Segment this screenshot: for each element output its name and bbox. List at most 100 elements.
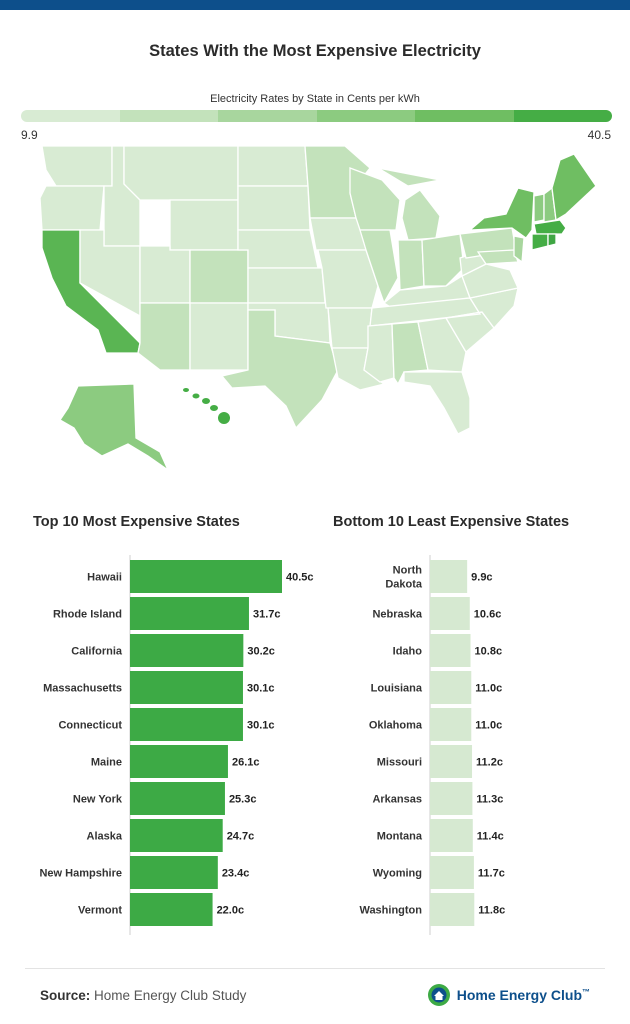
bottom10-bar <box>430 634 471 667</box>
bottom10-category-label: Washington <box>359 905 422 917</box>
state-connecticut <box>531 233 549 251</box>
bottom10-bar <box>430 856 474 889</box>
top10-bar <box>130 597 249 630</box>
top10-bar <box>130 708 243 741</box>
bottom10-category-label: Montana <box>377 831 423 843</box>
state-texas <box>220 309 339 430</box>
state-north-dakota <box>237 145 309 187</box>
state-vermont <box>533 193 545 223</box>
top10-bar-chart: Hawaii 40.5c Rhode Island 31.7c California 30… <box>39 555 314 935</box>
top10-category-label: Rhode Island <box>53 609 122 621</box>
legend-swatch <box>415 110 514 122</box>
state-florida <box>403 371 471 435</box>
source-note: Source: Home Energy Club Study <box>40 988 246 1003</box>
bottom10-value-label: 11.8c <box>478 905 505 917</box>
bottom10-category-label: Idaho <box>393 646 423 658</box>
source-text: Home Energy Club Study <box>90 988 247 1003</box>
top10-bar <box>130 560 282 593</box>
bottom10-chart-title: Bottom 10 Least Expensive States <box>333 514 570 530</box>
bottom10-bar <box>430 819 473 852</box>
state-hawaii <box>183 388 230 424</box>
top10-category-label: Connecticut <box>58 720 122 732</box>
bottom10-value-label: 10.6c <box>474 609 502 621</box>
state-new-jersey <box>513 235 525 264</box>
top10-value-label: 31.7c <box>253 609 281 621</box>
top10-value-label: 24.7c <box>227 831 255 843</box>
state-ohio <box>421 233 465 287</box>
legend-swatch <box>119 110 218 122</box>
bottom10-value-label: 11.3c <box>476 794 503 806</box>
bottom10-category-label: Nebraska <box>372 609 422 621</box>
bottom10-category-label: Louisiana <box>371 683 423 695</box>
state-indiana <box>397 239 425 291</box>
state-maryland <box>476 249 519 265</box>
top10-value-label: 26.1c <box>232 757 260 769</box>
legend-swatch <box>513 110 612 122</box>
state-north-carolina <box>445 287 519 330</box>
top10-category-label: Alaska <box>87 831 123 843</box>
continental-us <box>39 145 597 435</box>
state-rhode-island <box>547 233 557 247</box>
top10-bar <box>130 893 213 926</box>
state-wyoming <box>169 199 239 251</box>
bottom10-category-label: Oklahoma <box>369 720 423 732</box>
top10-value-label: 30.2c <box>247 646 275 658</box>
legend-swatch <box>21 110 120 122</box>
legend-swatch <box>316 110 415 122</box>
brand-name: Home Energy Club™ <box>457 987 590 1003</box>
bottom10-bar <box>430 893 475 926</box>
bottom10-category-label: North <box>393 565 423 577</box>
state-washington <box>41 145 113 187</box>
bottom10-bar-chart: North Dakota 9.9c Nebraska 10.6c Idaho 10.8c Lo… <box>359 555 505 935</box>
legend-swatch <box>218 110 317 122</box>
legend-min-label: 9.9 <box>21 128 38 142</box>
bottom10-value-label: 9.9c <box>471 572 492 584</box>
top10-bar <box>130 856 218 889</box>
bottom10-bar <box>430 597 470 630</box>
state-colorado <box>189 249 249 304</box>
legend-max-label: 40.5 <box>587 128 611 142</box>
top10-chart-title: Top 10 Most Expensive States <box>33 514 240 530</box>
bottom10-bar <box>430 560 468 593</box>
top10-category-label: New York <box>73 794 123 806</box>
top10-bar <box>130 782 225 815</box>
top10-bar <box>130 819 223 852</box>
top10-category-label: Massachusetts <box>43 683 122 695</box>
top10-value-label: 40.5c <box>286 572 314 584</box>
legend-color-scale <box>21 110 612 122</box>
top10-value-label: 23.4c <box>222 868 250 880</box>
brand: Home Energy Club™ <box>427 983 590 1007</box>
top-accent-bar <box>0 0 630 10</box>
state-south-dakota <box>237 185 311 231</box>
bottom10-category-label: Dakota <box>385 579 423 591</box>
top10-category-label: New Hampshire <box>39 868 122 880</box>
bottom10-value-label: 11.0c <box>475 720 502 732</box>
bottom10-value-label: 11.7c <box>478 868 505 880</box>
top10-category-label: Hawaii <box>87 572 122 584</box>
top10-bar <box>130 745 228 778</box>
bottom10-value-label: 11.0c <box>475 683 502 695</box>
bottom10-bar <box>430 745 473 778</box>
bottom10-bar <box>430 671 472 704</box>
state-arkansas <box>327 307 373 349</box>
state-kansas <box>247 267 326 304</box>
top10-value-label: 30.1c <box>247 683 275 695</box>
page-title: States With the Most Expensive Electrici… <box>149 42 481 60</box>
state-utah <box>139 245 191 304</box>
bottom10-bar <box>430 708 472 741</box>
top10-category-label: Vermont <box>78 905 122 917</box>
top10-bar <box>130 671 243 704</box>
brand-trademark: ™ <box>582 987 590 997</box>
home-energy-club-logo-icon <box>427 984 450 1006</box>
state-massachusetts <box>533 219 567 235</box>
state-alaska <box>59 383 170 472</box>
state-nebraska <box>237 229 319 269</box>
bottom10-category-label: Missouri <box>377 757 422 769</box>
bottom10-value-label: 11.2c <box>476 757 503 769</box>
state-mississippi <box>363 323 395 383</box>
state-arizona <box>137 302 191 371</box>
legend-title: Electricity Rates by State in Cents per … <box>210 93 420 105</box>
bottom10-category-label: Arkansas <box>372 794 422 806</box>
state-new-york <box>468 187 535 239</box>
state-georgia <box>417 317 467 373</box>
